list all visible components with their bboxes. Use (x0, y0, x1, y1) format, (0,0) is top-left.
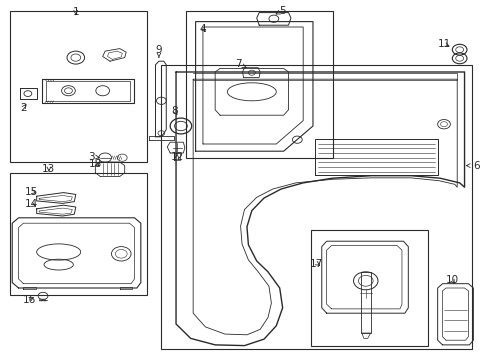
Bar (10, 11, 146, 162)
Text: 8: 8 (171, 106, 178, 116)
Text: 1: 1 (72, 6, 79, 17)
Text: 18: 18 (88, 159, 102, 169)
Text: 14: 14 (25, 199, 39, 210)
Text: 5: 5 (276, 6, 285, 16)
Text: 6: 6 (466, 161, 479, 171)
Text: 17: 17 (309, 258, 323, 269)
Text: 4: 4 (199, 24, 206, 34)
Bar (10, 173, 146, 295)
Text: 2: 2 (20, 103, 27, 113)
Text: 15: 15 (25, 186, 39, 197)
Text: 10: 10 (445, 275, 458, 285)
Text: 16: 16 (22, 294, 36, 305)
Text: 3: 3 (88, 152, 99, 162)
Text: 13: 13 (42, 164, 56, 174)
Text: 12: 12 (170, 152, 183, 162)
Text: 7: 7 (235, 59, 245, 69)
Bar (185, 11, 332, 158)
Text: 9: 9 (155, 45, 162, 58)
Bar (310, 230, 427, 346)
Text: 11: 11 (436, 39, 450, 49)
Bar (161, 65, 471, 349)
